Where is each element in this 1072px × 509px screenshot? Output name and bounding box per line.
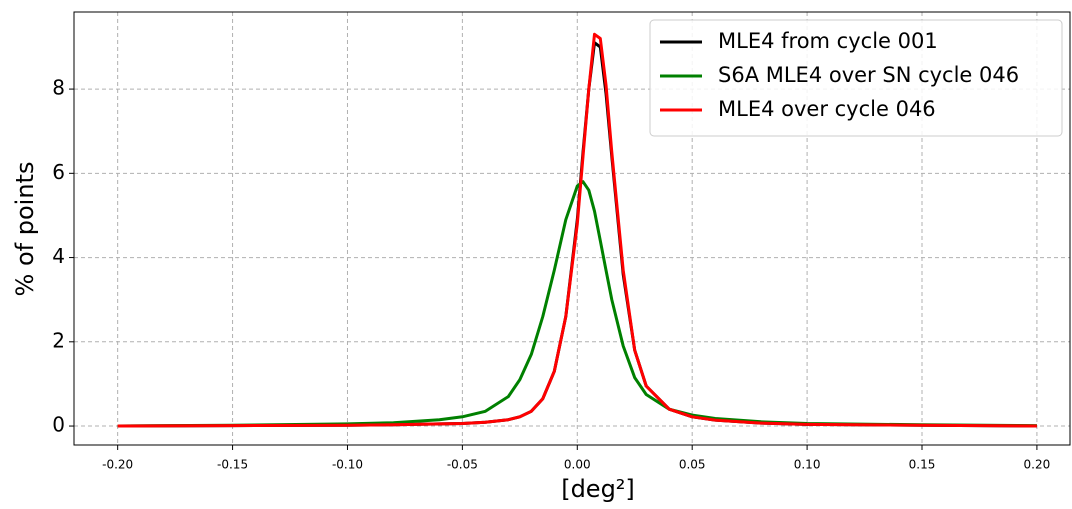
legend: MLE4 from cycle 001 S6A MLE4 over SN cycl… — [649, 19, 1063, 137]
y-tick-label: 4 — [52, 244, 65, 268]
legend-label: MLE4 over cycle 046 — [718, 97, 936, 121]
y-tick-label: 8 — [52, 76, 65, 100]
x-tick-label: 0.15 — [909, 458, 936, 472]
y-tick-label: 0 — [52, 413, 65, 437]
x-tick-label: 0.05 — [679, 458, 706, 472]
y-axis-label: % of points — [11, 162, 39, 297]
x-tick-label: -0.05 — [447, 458, 478, 472]
x-tick-label: -0.15 — [217, 458, 248, 472]
x-tick-label: -0.20 — [102, 458, 133, 472]
y-tick-label: 6 — [52, 160, 65, 184]
legend-box — [649, 19, 1063, 137]
line-series — [117, 180, 1037, 428]
x-tick-label: 0.10 — [794, 458, 821, 472]
legend-label: MLE4 from cycle 001 — [718, 29, 938, 53]
x-tick-label: 0.20 — [1024, 458, 1051, 472]
legend-label: S6A MLE4 over SN cycle 046 — [718, 63, 1019, 87]
line-series — [117, 32, 1037, 428]
x-axis-label: [deg²] — [561, 475, 635, 503]
x-tick-label: 0.00 — [564, 458, 591, 472]
x-tick-label: -0.10 — [332, 458, 363, 472]
plot-frame — [73, 11, 1071, 446]
y-tick-label: 2 — [52, 328, 65, 352]
